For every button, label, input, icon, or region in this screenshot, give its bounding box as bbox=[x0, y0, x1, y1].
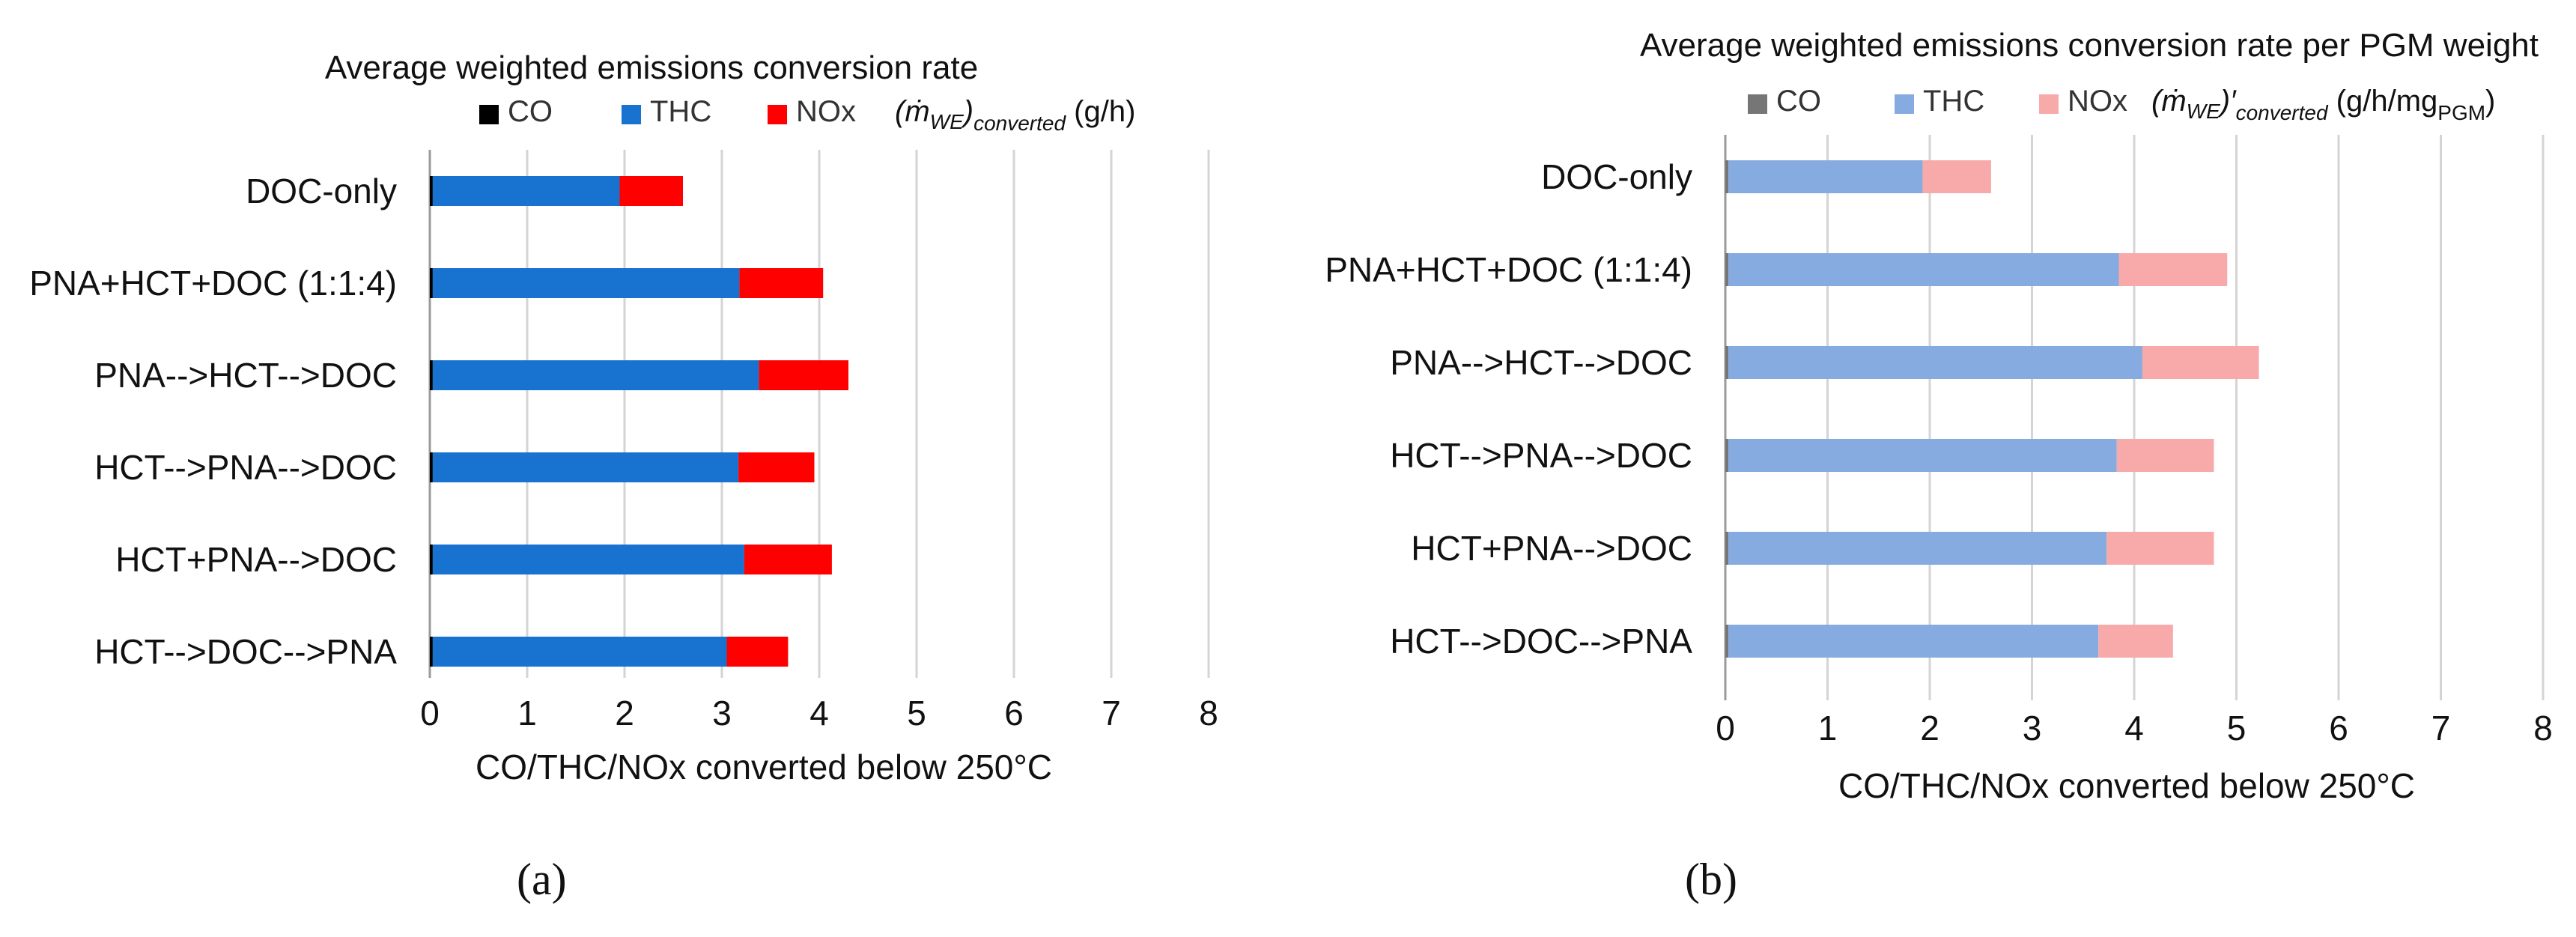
bar-thc bbox=[1728, 625, 2099, 658]
bar-nox bbox=[619, 176, 683, 206]
x-tick-label: 4 bbox=[809, 694, 829, 733]
x-tick-label: 7 bbox=[2431, 709, 2451, 748]
x-tick-label: 5 bbox=[907, 694, 926, 733]
legend-label-thc: THC bbox=[650, 95, 711, 128]
bar-thc bbox=[432, 452, 739, 482]
x-tick-label: 7 bbox=[1102, 694, 1121, 733]
legend-label-nox: NOx bbox=[2068, 85, 2127, 118]
legend-swatch-nox bbox=[768, 105, 787, 124]
category-label: HCT-->DOC-->PNA bbox=[94, 632, 397, 671]
category-label: PNA+HCT+DOC (1:1:4) bbox=[29, 264, 397, 303]
legend-swatch-nox bbox=[2039, 94, 2059, 114]
bar-nox bbox=[739, 268, 824, 298]
x-tick-label: 2 bbox=[1920, 709, 1939, 748]
bar-co bbox=[1725, 625, 1729, 658]
caption-a: (a) bbox=[517, 855, 567, 904]
bar-co bbox=[430, 268, 433, 298]
legend-label-thc: THC bbox=[1923, 85, 1984, 118]
unit-label: (ṁWE)′converted (g/h/mgPGM) bbox=[2151, 85, 2495, 124]
bar-thc bbox=[1728, 253, 2119, 286]
legend-label-nox: NOx bbox=[796, 95, 856, 128]
bar-nox bbox=[2116, 439, 2214, 472]
legend-swatch-co bbox=[479, 105, 499, 124]
bar-thc bbox=[432, 545, 744, 574]
chart-title: Average weighted emissions conversion ra… bbox=[325, 49, 978, 86]
legend-label-co: CO bbox=[1776, 85, 1821, 118]
x-tick-label: 1 bbox=[517, 694, 537, 733]
bar-co bbox=[1725, 532, 1729, 565]
category-label: HCT+PNA-->DOC bbox=[115, 540, 397, 579]
bar-thc bbox=[1728, 532, 2107, 565]
x-axis-label: CO/THC/NOx converted below 250°C bbox=[476, 748, 1052, 786]
x-tick-label: 0 bbox=[1716, 709, 1735, 748]
x-tick-label: 3 bbox=[712, 694, 732, 733]
category-label: HCT+PNA-->DOC bbox=[1411, 529, 1692, 568]
x-tick-label: 6 bbox=[1004, 694, 1024, 733]
x-tick-label: 3 bbox=[2023, 709, 2042, 748]
bar-co bbox=[1725, 439, 1729, 472]
bar-nox bbox=[2118, 253, 2228, 286]
category-label: HCT-->PNA-->DOC bbox=[1390, 436, 1692, 475]
legend-label-co: CO bbox=[508, 95, 553, 128]
category-label: HCT-->DOC-->PNA bbox=[1390, 622, 1692, 661]
bar-nox bbox=[2106, 532, 2214, 565]
bar-nox bbox=[744, 545, 832, 574]
bar-thc bbox=[1728, 439, 2117, 472]
bar-co bbox=[1725, 160, 1729, 193]
bar-nox bbox=[2142, 346, 2259, 379]
unit-label: (ṁWE)converted (g/h) bbox=[895, 95, 1135, 135]
bar-co bbox=[430, 545, 433, 574]
chart-a: 0 1 2 3 4 5 6 7 8 DOC-only PNA+HCT+DOC (1:1:4) PNA-… bbox=[29, 49, 1218, 786]
category-label: DOC-only bbox=[1541, 157, 1692, 196]
x-axis-label: CO/THC/NOx converted below 250°C bbox=[1838, 766, 2415, 805]
bar-co bbox=[1725, 253, 1729, 286]
bar-thc bbox=[432, 360, 759, 390]
chart-panel-a: 0 1 2 3 4 5 6 7 8 DOC-only PNA+HCT+DOC (1:1:4) PNA-… bbox=[29, 49, 1218, 904]
x-tick-label: 1 bbox=[1818, 709, 1838, 748]
bar-thc bbox=[1728, 346, 2142, 379]
x-tick-label: 5 bbox=[2227, 709, 2247, 748]
bar-nox bbox=[759, 360, 848, 390]
legend-swatch-co bbox=[1748, 94, 1767, 114]
bar-thc bbox=[1728, 160, 1923, 193]
legend-swatch-thc bbox=[622, 105, 641, 124]
caption-b: (b) bbox=[1685, 855, 1737, 904]
chart-title: Average weighted emissions conversion ra… bbox=[1640, 27, 2539, 64]
bar-co bbox=[430, 637, 433, 667]
bar-co bbox=[1725, 346, 1729, 379]
x-tick-label: 0 bbox=[420, 694, 440, 733]
x-tick-label: 4 bbox=[2124, 709, 2144, 748]
x-tick-label: 6 bbox=[2329, 709, 2348, 748]
category-label: DOC-only bbox=[246, 172, 397, 210]
x-tick-label: 8 bbox=[2533, 709, 2553, 748]
category-label: PNA-->HCT-->DOC bbox=[1390, 343, 1692, 382]
bar-thc bbox=[432, 176, 620, 206]
x-tick-label: 2 bbox=[615, 694, 634, 733]
bar-nox bbox=[2098, 625, 2173, 658]
bar-co bbox=[430, 360, 433, 390]
bar-thc bbox=[432, 268, 740, 298]
chart-panel-b: 0 1 2 3 4 5 6 7 8 DOC-only PNA+HCT+DOC (1:1:4) PNA-… bbox=[1288, 0, 2576, 937]
x-tick-label: 8 bbox=[1199, 694, 1218, 733]
category-label: PNA-->HCT-->DOC bbox=[94, 356, 397, 395]
category-label: PNA+HCT+DOC (1:1:4) bbox=[1325, 250, 1692, 289]
bar-thc bbox=[432, 637, 727, 667]
bar-nox bbox=[1922, 160, 1991, 193]
bar-co bbox=[430, 452, 433, 482]
bar-nox bbox=[738, 452, 815, 482]
bar-co bbox=[430, 176, 433, 206]
bar-nox bbox=[726, 637, 789, 667]
chart-b: 0 1 2 3 4 5 6 7 8 DOC-only PNA+HCT+DOC (1:1:4) PNA-… bbox=[1325, 27, 2553, 805]
category-label: HCT-->PNA-->DOC bbox=[94, 448, 397, 487]
legend-swatch-thc bbox=[1895, 94, 1914, 114]
